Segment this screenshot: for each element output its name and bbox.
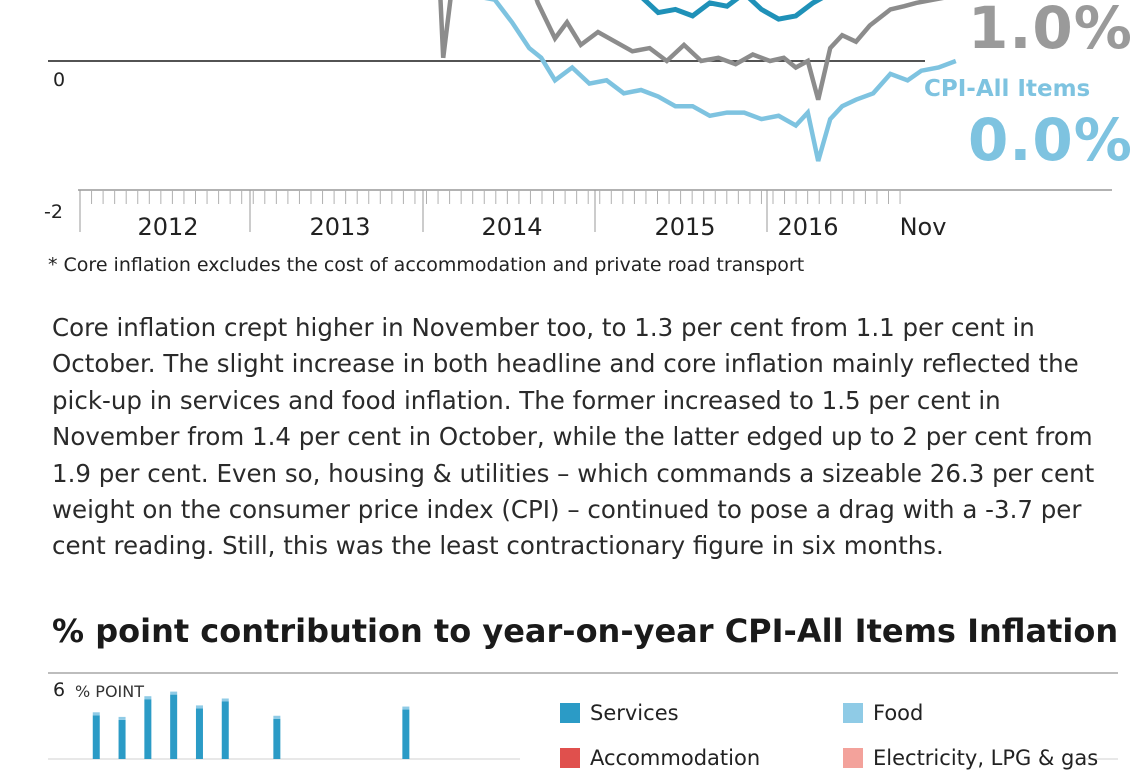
article-paragraph: Core inflation crept higher in November … [52,313,1095,561]
cpi-all-items-label: CPI-All Items [924,76,1091,102]
bar-services-4 [195,708,203,759]
legend-item-electricity: Electricity, LPG & gas [843,746,1098,770]
legend-label-electricity: Electricity, LPG & gas [873,746,1099,770]
bar-food-cap-5 [221,698,229,702]
bar-services-3 [170,694,178,759]
bar-services-2 [144,699,152,759]
y-tick-label-minus2: -2 [44,201,63,223]
x-label-2012: 2012 [137,213,198,241]
contribution-bar-chart: 6 % POINT [48,679,1118,760]
legend-item-accommodation: Accommodation [560,746,760,770]
chart-footnote: * Core inflation excludes the cost of ac… [48,254,805,276]
bar-food-cap-4 [195,705,203,709]
bar-food-cap-0 [92,712,100,716]
x-axis-year-ticks [79,190,768,232]
y-axis-unit-label: % POINT [75,682,144,701]
x-label-2014: 2014 [481,213,542,241]
x-axis-labels: 2012 2013 2014 2015 2016 Nov [137,213,946,241]
legend-label-accommodation: Accommodation [590,746,761,770]
legend-swatch-accommodation [560,748,580,768]
bar-services-6 [273,718,281,759]
inflation-line-chart: 0 -2 2012 2013 2014 2015 2016 Nov [44,0,1112,241]
contribution-chart-title: % point contribution to year-on-year CPI… [52,612,1119,650]
bar-food-cap-6 [273,715,281,719]
core-inflation-value: 1.0% [968,0,1133,62]
contribution-bars [92,691,410,759]
series-line-core-inflation [438,0,945,101]
legend-label-food: Food [873,701,924,725]
bar-services-7 [402,709,410,759]
legend-item-services: Services [560,701,679,725]
legend-swatch-food [843,703,863,723]
cpi-all-items-value: 0.0% [968,106,1133,174]
title-divider [48,672,1118,674]
series-lines [438,0,957,162]
legend-swatch-electricity [843,748,863,768]
bar-services-0 [92,715,100,759]
bar-food-cap-3 [170,691,178,695]
legend-item-food: Food [843,701,923,725]
x-label-2013: 2013 [309,213,370,241]
legend-swatch-services [560,703,580,723]
y-tick-label-0: 0 [53,69,65,91]
x-axis-ticks [79,190,901,204]
x-label-2015: 2015 [654,213,715,241]
bar-food-cap-2 [144,696,152,700]
x-label-nov: Nov [900,213,947,241]
bar-food-cap-1 [118,716,126,720]
bar-services-5 [221,701,229,759]
y-tick-label-6: 6 [53,679,65,701]
series-line-cpi-all-items [484,0,957,162]
legend-label-services: Services [590,701,679,725]
x-label-2016: 2016 [777,213,838,241]
bar-food-cap-7 [402,706,410,710]
bar-services-1 [118,719,126,759]
